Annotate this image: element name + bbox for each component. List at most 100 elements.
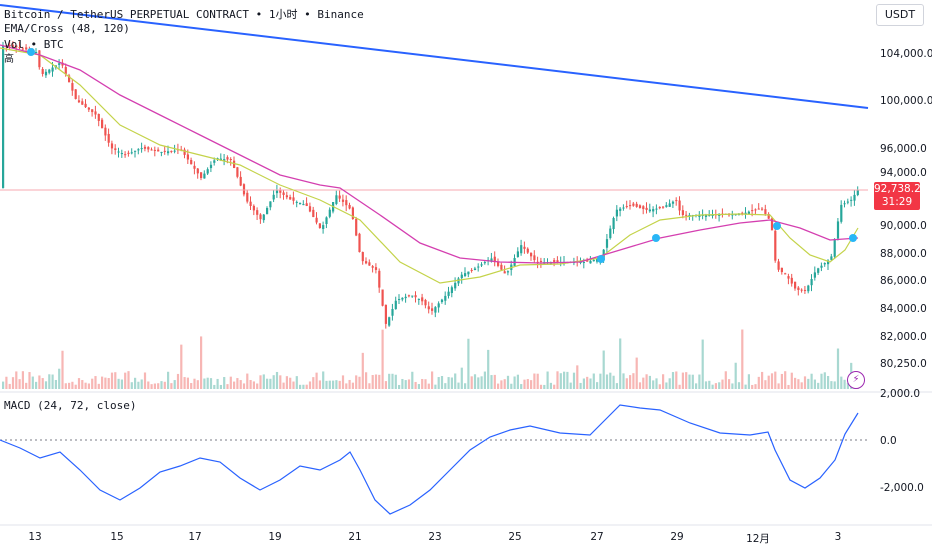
candle-body <box>836 221 840 239</box>
volume-bar <box>513 376 516 389</box>
volume-bar <box>493 374 496 389</box>
trendline[interactable] <box>0 4 869 109</box>
macd-axis-label: -2,000.0 <box>880 482 924 494</box>
candle-body <box>368 262 371 266</box>
candle-body <box>777 261 780 270</box>
candle-body <box>833 238 836 257</box>
candle-body <box>272 194 275 200</box>
volume-bar <box>117 378 120 389</box>
price-label: 80,250.0 <box>880 358 927 370</box>
volume-bar <box>25 382 28 389</box>
volume-bar <box>714 383 717 389</box>
volume-bar <box>332 380 335 389</box>
candle-body <box>619 208 622 211</box>
volume-bar <box>407 379 411 389</box>
candle-body <box>167 151 170 154</box>
volume-bar <box>622 373 625 389</box>
volume-bar <box>747 374 750 389</box>
volume-indicator-label[interactable]: Vol • BTC <box>4 38 64 51</box>
price-label: 82,000.0 <box>880 331 927 343</box>
volume-bar <box>259 375 262 389</box>
volume-bar <box>813 379 816 389</box>
currency-unit-button[interactable]: USDT <box>876 4 924 26</box>
candle-body <box>120 153 123 155</box>
candle-body <box>104 127 107 136</box>
volume-bar <box>490 375 493 389</box>
candle-body <box>787 276 790 279</box>
candle-body <box>589 260 592 264</box>
candle-body <box>140 148 143 150</box>
volume-bar <box>335 380 338 389</box>
candle-body <box>757 208 760 210</box>
volume-bar <box>18 379 21 389</box>
volume-bar <box>206 377 209 389</box>
candle-body <box>497 261 500 266</box>
candle-body <box>216 158 219 160</box>
candle-body <box>94 111 97 115</box>
volume-bar <box>256 383 259 389</box>
volume-bar <box>328 380 331 389</box>
macd-indicator-label[interactable]: MACD (24, 72, close) <box>4 399 137 412</box>
time-label: 13 <box>28 531 42 543</box>
current-price-value: 92,738.2 <box>874 183 921 195</box>
time-label: 29 <box>670 531 684 543</box>
candle-body <box>107 133 110 143</box>
volume-bar <box>817 382 820 389</box>
time-label: 19 <box>268 531 282 543</box>
candle-body <box>407 295 411 297</box>
volume-bar <box>302 384 305 389</box>
ema-indicator-label[interactable]: EMA/Cross (48, 120) <box>4 22 130 35</box>
volume-bar <box>470 376 473 389</box>
candle-body <box>556 260 559 262</box>
candle-body <box>38 50 41 68</box>
volume-bar <box>665 382 668 389</box>
volume-bar <box>629 375 632 389</box>
volume-bar <box>411 371 414 389</box>
candle-body <box>632 203 635 206</box>
time-label: 15 <box>110 531 124 543</box>
candle-body <box>803 289 807 291</box>
candle-body <box>266 208 269 215</box>
volume-bar <box>381 329 384 389</box>
volume-bar <box>625 378 628 389</box>
candle-body <box>612 218 615 230</box>
volume-bar <box>398 384 401 389</box>
volume-bar <box>48 374 51 389</box>
candle-body <box>401 297 404 300</box>
price-label: 104,000.0 <box>880 48 932 60</box>
candle-body <box>490 258 493 262</box>
candle-body <box>190 159 193 165</box>
volume-bar <box>586 376 589 389</box>
volume-bar <box>483 371 486 389</box>
volume-bar <box>473 374 477 389</box>
time-label: 23 <box>428 531 442 543</box>
candle-body <box>219 158 222 161</box>
volume-bar <box>233 381 236 389</box>
candle-body <box>134 150 137 152</box>
candle-body <box>236 167 239 177</box>
volume-bar <box>163 381 166 389</box>
volume-bar <box>464 383 467 389</box>
volume-bar <box>553 384 556 389</box>
candle-body <box>206 169 209 174</box>
volume-bar <box>655 378 658 389</box>
candle-body <box>582 262 585 263</box>
price-label: 84,000.0 <box>880 303 927 315</box>
flash-icon[interactable]: ⚡ <box>847 371 865 389</box>
price-label: 100,000.0 <box>880 95 932 107</box>
candle-body <box>668 203 671 207</box>
candle-body <box>665 205 668 207</box>
candle-body <box>754 209 757 211</box>
candle-body <box>170 150 173 152</box>
volume-bar <box>127 371 130 389</box>
volume-bar <box>787 384 790 389</box>
volume-bar <box>526 379 529 389</box>
candle-body <box>477 266 480 268</box>
volume-bar <box>341 375 345 389</box>
volume-bar <box>807 378 810 389</box>
volume-bar <box>744 384 747 389</box>
candle-body <box>780 267 783 273</box>
macd-axis-label: 0.0 <box>880 435 897 447</box>
symbol-title[interactable]: Bitcoin / TetherUS PERPETUAL CONTRACT • … <box>4 8 364 21</box>
